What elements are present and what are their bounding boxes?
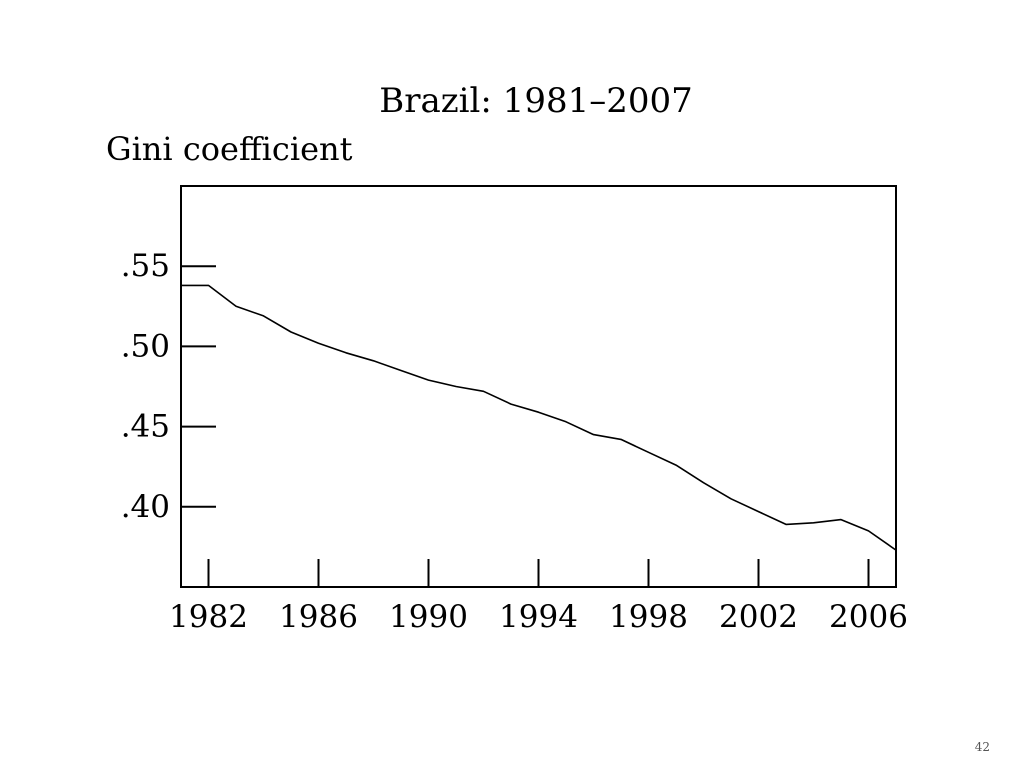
y-axis: .40 .45 .50 .55 <box>121 248 216 525</box>
y-axis-label: Gini coefficient <box>106 130 353 168</box>
series-layer <box>181 284 897 551</box>
x-tick-label: 1986 <box>279 599 358 635</box>
chart-title: Brazil: 1981–2007 <box>379 81 693 121</box>
x-tick-label: 1998 <box>609 599 688 635</box>
y-tick-label: .45 <box>121 409 170 445</box>
y-tick-label: .40 <box>121 489 170 525</box>
x-tick-label: 1990 <box>389 599 468 635</box>
x-tick-label: 2006 <box>829 599 908 635</box>
x-tick-label: 1994 <box>499 599 578 635</box>
plot-frame <box>180 185 897 588</box>
x-tick-label: 2002 <box>719 599 798 635</box>
x-axis: 1982 1986 1990 1994 1998 2002 2006 <box>169 559 908 635</box>
y-tick-label: .50 <box>121 328 170 364</box>
y-tick-label: .55 <box>121 248 170 284</box>
x-tick-label: 1982 <box>169 599 248 635</box>
series-line <box>181 284 897 551</box>
page-number: 42 <box>974 740 990 754</box>
